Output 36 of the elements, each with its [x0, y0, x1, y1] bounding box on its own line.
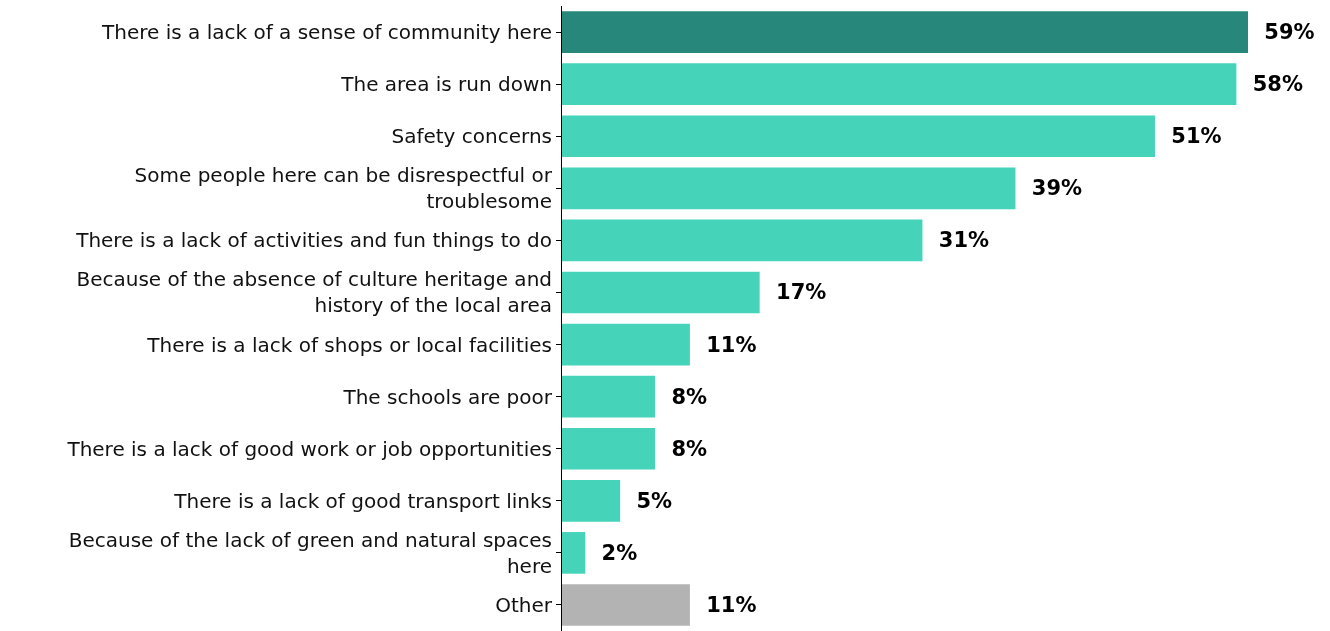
y-tick-label: There is a lack of shops or local facilities	[146, 332, 552, 357]
y-tick-label: There is a lack of activities and fun things to do	[75, 228, 552, 253]
y-tick-label: Because of the absence of culture heritage and history of the local area	[76, 267, 552, 318]
data-label: 8%	[671, 384, 708, 409]
bar	[562, 427, 656, 470]
data-label: 17%	[776, 280, 827, 305]
data-label: 5%	[636, 488, 673, 513]
data-label: 39%	[1031, 176, 1083, 201]
bar	[562, 375, 656, 418]
bar	[562, 323, 690, 366]
bar	[562, 584, 690, 626]
bar	[562, 11, 1248, 53]
data-label: 59%	[1264, 20, 1315, 45]
y-tick-label: The area is run down	[340, 72, 552, 97]
y-tick-label: There is a lack of good transport links	[173, 488, 552, 513]
y-tick-label: Some people here can be disrespectful or troublesome	[134, 163, 553, 214]
bar	[562, 219, 923, 262]
data-label: 8%	[671, 436, 708, 461]
bar	[562, 115, 1155, 158]
y-tick-label: There is a lack of good work or job opportunities	[66, 436, 552, 461]
bar	[562, 63, 1237, 105]
data-label: 2%	[601, 540, 638, 565]
data-label: 51%	[1171, 124, 1222, 149]
y-tick-label: Other	[495, 592, 553, 617]
bar	[562, 271, 760, 314]
data-label: 58%	[1252, 72, 1303, 97]
data-label: 11%	[706, 332, 757, 357]
y-tick-label: There is a lack of a sense of community here	[101, 20, 552, 45]
bar	[562, 479, 621, 522]
data-label: 31%	[938, 228, 990, 253]
y-tick-label: The schools are poor	[342, 384, 553, 409]
bar	[562, 167, 1016, 210]
data-label: 11%	[706, 592, 757, 617]
y-tick-label: Safety concerns	[391, 124, 552, 149]
y-tick-label: Because of the lack of green and natural spaces here	[68, 527, 552, 578]
bar	[562, 532, 586, 574]
